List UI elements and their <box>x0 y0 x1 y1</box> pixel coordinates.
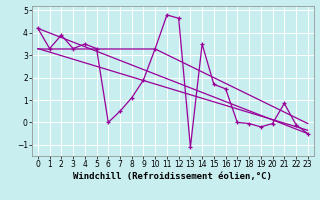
X-axis label: Windchill (Refroidissement éolien,°C): Windchill (Refroidissement éolien,°C) <box>73 172 272 181</box>
